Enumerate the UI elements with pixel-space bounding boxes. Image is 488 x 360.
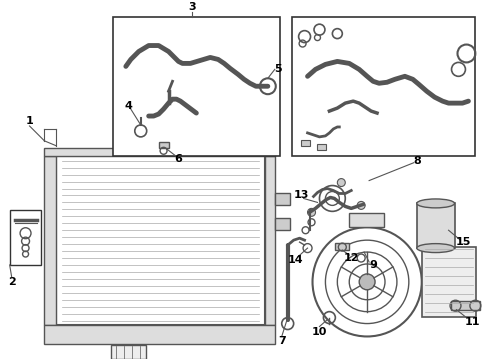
Bar	[264, 156, 274, 325]
Circle shape	[337, 179, 345, 186]
Bar	[421, 247, 475, 316]
Text: 1: 1	[25, 116, 33, 126]
Bar	[158, 142, 168, 148]
Bar	[113, 17, 279, 156]
Bar	[56, 156, 264, 325]
Text: 11: 11	[464, 316, 479, 327]
Text: 14: 14	[287, 255, 303, 265]
Bar	[274, 218, 289, 230]
Bar	[111, 345, 145, 359]
Text: 10: 10	[311, 327, 326, 337]
Text: 3: 3	[188, 2, 196, 12]
Circle shape	[356, 202, 365, 210]
Bar	[291, 17, 474, 156]
Text: 6: 6	[174, 154, 182, 164]
Text: 9: 9	[368, 260, 376, 270]
Ellipse shape	[416, 199, 453, 208]
Text: 13: 13	[293, 190, 308, 201]
Text: 8: 8	[412, 156, 420, 166]
Circle shape	[359, 274, 374, 290]
Bar	[416, 203, 453, 248]
Bar	[10, 210, 41, 265]
Bar	[300, 140, 309, 146]
Bar	[274, 193, 289, 206]
Text: 2: 2	[8, 277, 16, 287]
Bar	[44, 148, 274, 156]
Circle shape	[307, 208, 315, 216]
Text: 15: 15	[455, 237, 470, 247]
Text: 7: 7	[277, 337, 285, 346]
Text: 4: 4	[124, 101, 132, 111]
Ellipse shape	[416, 244, 453, 253]
Bar	[348, 213, 383, 227]
Bar	[317, 144, 326, 150]
Bar	[335, 243, 348, 250]
Text: 12: 12	[343, 253, 358, 263]
Bar	[44, 325, 274, 345]
Bar	[44, 156, 56, 325]
Bar	[449, 301, 479, 310]
Text: 5: 5	[273, 64, 281, 75]
